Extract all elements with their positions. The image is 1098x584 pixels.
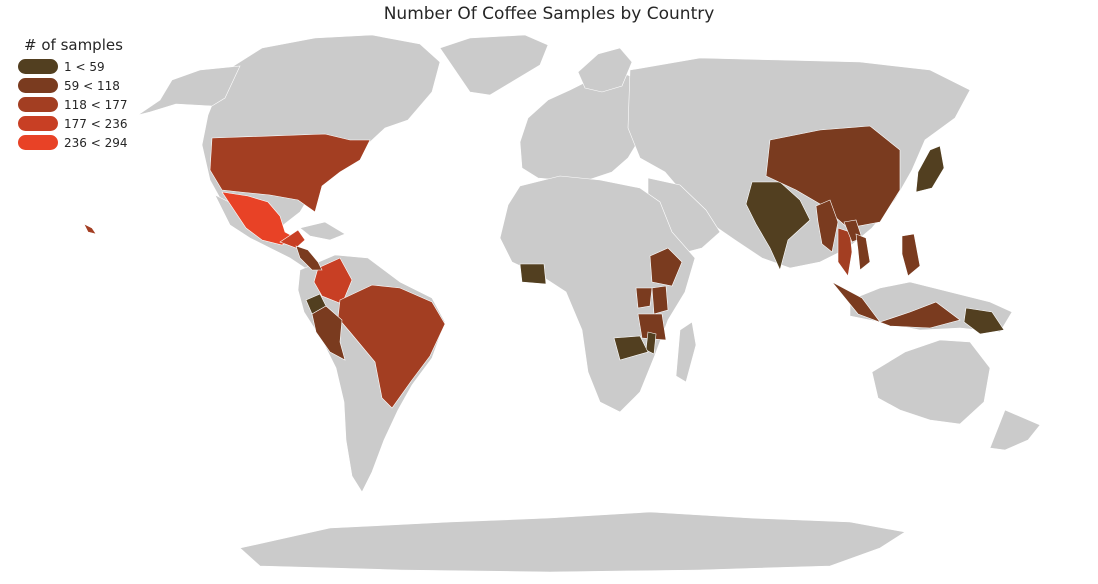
country-hawaii [83,223,97,235]
land-greenland [439,34,549,96]
legend-title: # of samples [24,36,123,54]
country-malawi [645,331,657,355]
map-title: Number Of Coffee Samples by Country [383,4,715,24]
land-layer [137,34,1041,573]
legend-label: 59 < 118 [64,78,120,93]
country-papua-new-guinea [963,307,1005,335]
country-myanmar [815,199,839,253]
land-madagascar [675,321,697,383]
country-vietnam [855,233,871,271]
country-indonesia [831,281,961,329]
country-guatemala [279,229,306,249]
country-kenya [651,285,669,315]
country-central-america [295,245,323,271]
legend-label: 177 < 236 [64,116,128,131]
country-ethiopia [649,247,683,287]
legend-label: 118 < 177 [64,97,128,112]
country-united-states [209,133,371,213]
legend-label: 236 < 294 [64,135,128,150]
legend-swatch [18,78,58,93]
land-caribbean [299,221,346,241]
land-australia [871,339,991,425]
legend-swatch [18,97,58,112]
legend-item: 118 < 177 [16,95,128,114]
country-tanzania [637,313,667,341]
legend-swatch [18,135,58,150]
legend-swatch [18,59,58,74]
highlight-layer [83,125,1005,409]
country-philippines [901,233,921,277]
legend-item: 177 < 236 [16,114,128,133]
legend-item: 59 < 118 [16,76,128,95]
land-alaska [137,65,241,116]
country-peru [311,305,346,361]
land-antarctica [239,511,906,573]
country-china [765,125,901,229]
legend-label: 1 < 59 [64,59,105,74]
country-india [745,181,811,271]
legend-swatch [18,116,58,131]
land-new-zealand [989,409,1041,451]
country-uganda [635,287,653,309]
legend-item: 1 < 59 [16,57,128,76]
country-brazil [337,284,446,409]
legend: # of samples 1 < 59 59 < 118 118 < 177 1… [16,36,128,152]
country-ivory-coast [519,263,547,285]
country-japan [915,145,945,193]
land-scandinavia [577,47,633,93]
country-zambia [613,335,649,361]
legend-item: 236 < 294 [16,133,128,152]
